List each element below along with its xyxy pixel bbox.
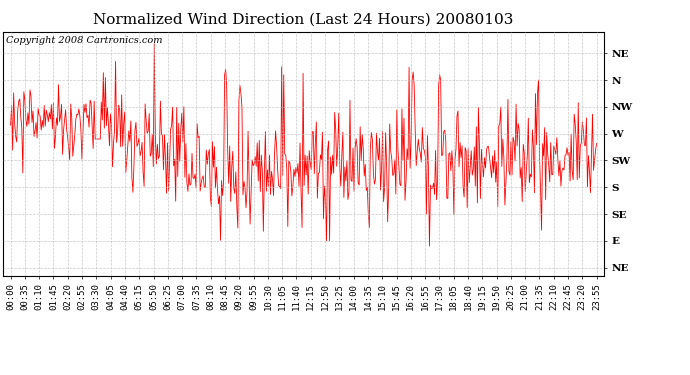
Text: Normalized Wind Direction (Last 24 Hours) 20080103: Normalized Wind Direction (Last 24 Hours… xyxy=(93,13,514,27)
Text: Copyright 2008 Cartronics.com: Copyright 2008 Cartronics.com xyxy=(6,36,163,45)
